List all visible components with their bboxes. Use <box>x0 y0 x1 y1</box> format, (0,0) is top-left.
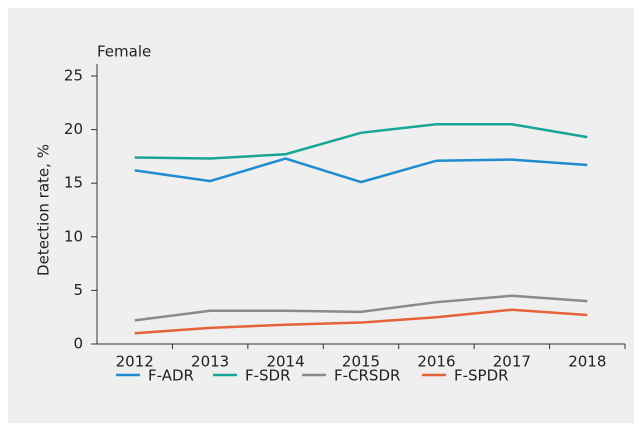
y-tick-label: 10 <box>64 227 83 245</box>
y-tick-label: 20 <box>64 120 83 138</box>
line <box>134 294 588 322</box>
line <box>134 157 588 184</box>
y-tick-label: 0 <box>73 335 83 353</box>
line <box>134 122 588 160</box>
line <box>134 308 588 335</box>
legend-label: F-ADR <box>148 367 194 385</box>
y-tick-label: 25 <box>64 67 83 85</box>
x-tick-label: 2018 <box>568 353 606 371</box>
x-tick-label: 2015 <box>342 353 380 371</box>
x-tick-label: 2017 <box>493 353 531 371</box>
y-tick-label: 5 <box>73 281 83 299</box>
background <box>8 8 634 423</box>
chart-title: Female <box>97 43 151 61</box>
x-tick-label: 2013 <box>191 353 229 371</box>
x-tick-label: 2012 <box>116 353 154 371</box>
legend-label: F-SDR <box>245 367 291 385</box>
legend-label: F-CRSDR <box>334 367 400 385</box>
y-axis-label: Detection rate, % <box>35 144 53 276</box>
y-tick-label: 15 <box>64 174 83 192</box>
x-tick-label: 2016 <box>417 353 455 371</box>
x-tick-label: 2014 <box>266 353 304 371</box>
legend-label: F-SPDR <box>454 367 509 385</box>
